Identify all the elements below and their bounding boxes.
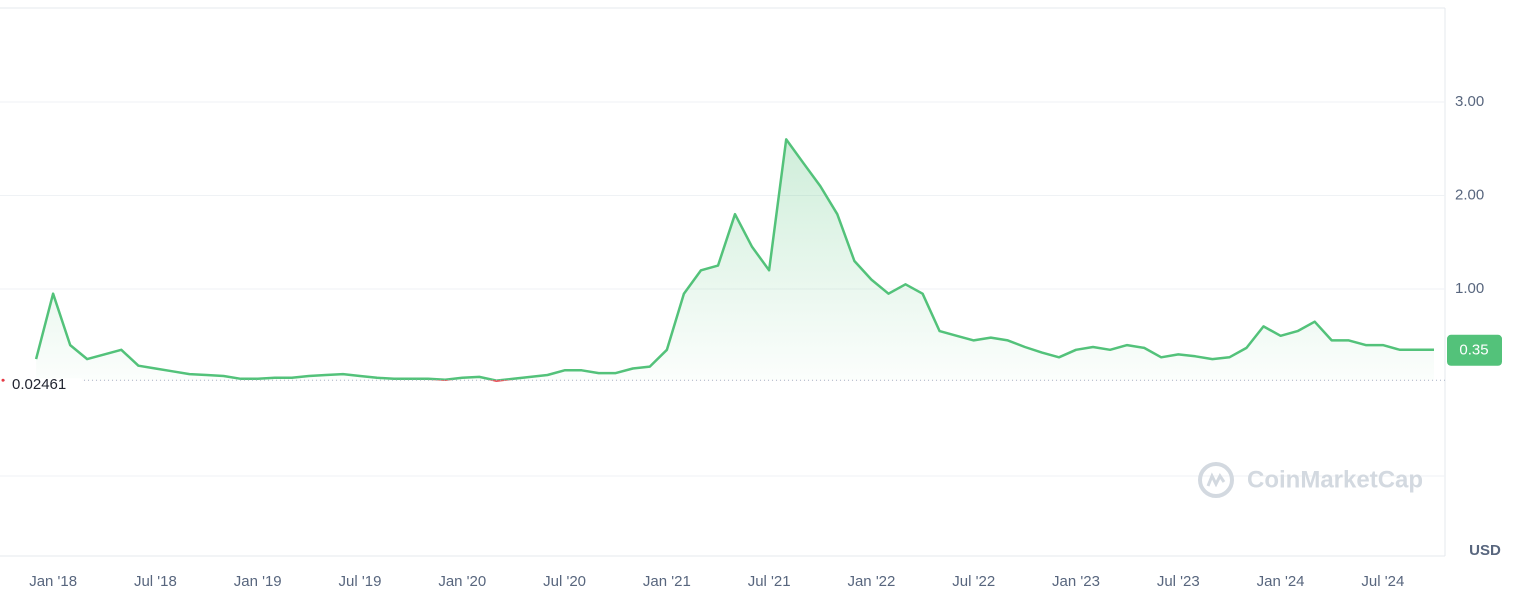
baseline-label-bg [6, 378, 82, 399]
x-tick-label: Jul '22 [952, 573, 995, 590]
x-tick-label: Jan '20 [438, 573, 486, 590]
price-line [34, 138, 1434, 381]
baseline-label: 0.02461 [12, 376, 66, 393]
x-tick-label: Jan '19 [234, 573, 282, 590]
current-price-label: 0.35 [1459, 342, 1488, 359]
x-tick-label: Jul '23 [1157, 573, 1200, 590]
baseline-dot [1, 378, 5, 382]
x-tick-label: Jul '19 [339, 573, 382, 590]
y-tick-label: 1.00 [1455, 280, 1484, 297]
x-tick-label: Jan '21 [643, 573, 691, 590]
x-tick-label: Jul '21 [748, 573, 791, 590]
x-tick-label: Jul '20 [543, 573, 586, 590]
watermark: CoinMarketCap [1247, 466, 1423, 493]
y-tick-label: 3.00 [1455, 93, 1484, 110]
y-tick-label: 2.00 [1455, 186, 1484, 203]
x-tick-label: Jan '18 [29, 573, 77, 590]
watermark-logo [1198, 462, 1234, 498]
x-tick-label: Jul '18 [134, 573, 177, 590]
x-tick-label: Jan '24 [1257, 573, 1305, 590]
x-tick-label: Jan '22 [847, 573, 895, 590]
currency-label: USD [1469, 542, 1501, 559]
price-area [36, 139, 1434, 381]
current-price-box [1447, 334, 1502, 366]
x-tick-label: Jul '24 [1361, 573, 1404, 590]
x-tick-label: Jan '23 [1052, 573, 1100, 590]
